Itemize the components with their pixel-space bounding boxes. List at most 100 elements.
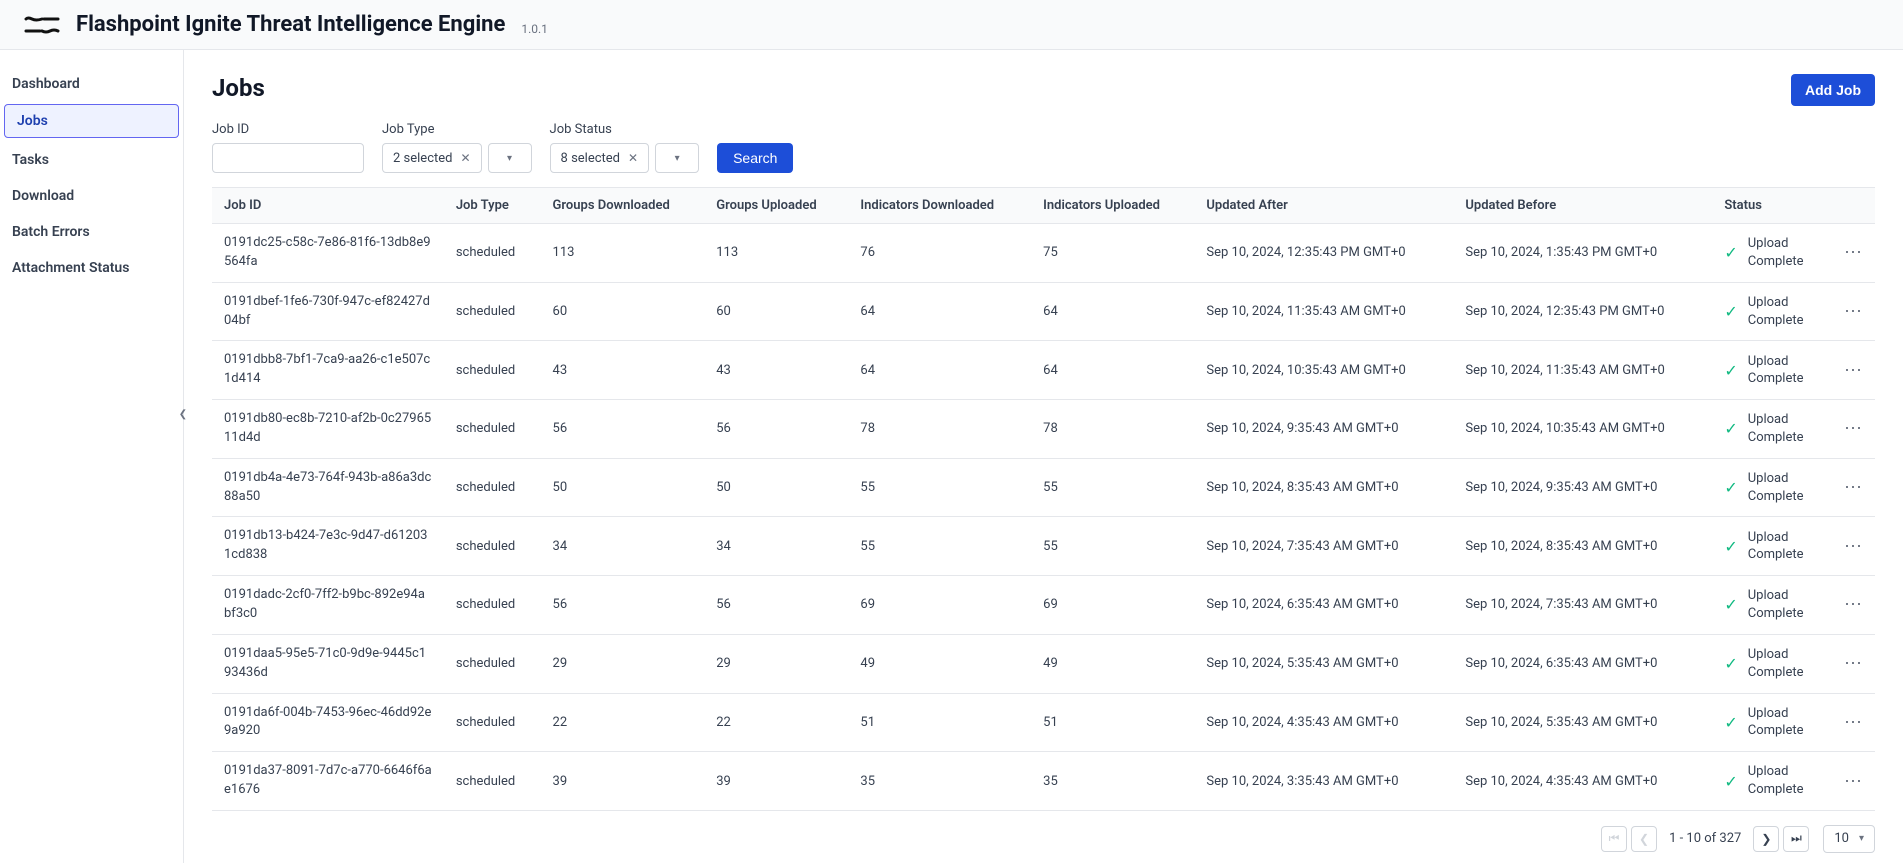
sidebar-item-tasks[interactable]: Tasks <box>0 144 183 176</box>
cell-indicators-uploaded: 69 <box>1031 576 1194 635</box>
table-row: 0191daa5-95e5-71c0-9d9e-9445c193436dsche… <box>212 634 1875 693</box>
cell-groups-uploaded: 56 <box>704 576 848 635</box>
sidebar-item-attachment-status[interactable]: Attachment Status <box>0 252 183 284</box>
app-version: 1.0.1 <box>521 22 548 36</box>
filter-jobstatus-chip[interactable]: 8 selected ✕ <box>550 143 650 173</box>
cell-jobid: 0191db80-ec8b-7210-af2b-0c2796511d4d <box>212 400 444 459</box>
cell-groups-downloaded: 56 <box>541 576 705 635</box>
clear-icon[interactable]: ✕ <box>628 151 638 165</box>
filter-jobstatus-dropdown[interactable]: ▾ <box>655 143 699 173</box>
cell-status: ✓UploadComplete <box>1712 341 1832 400</box>
filter-jobid-input[interactable] <box>212 143 364 173</box>
more-icon: ⋯ <box>1844 418 1863 439</box>
column-header[interactable]: Status <box>1712 188 1832 224</box>
page-first-button[interactable]: ⏮ <box>1601 826 1627 852</box>
column-header[interactable]: Groups Uploaded <box>704 188 848 224</box>
row-actions-button[interactable]: ⋯ <box>1832 282 1875 341</box>
cell-jobtype: scheduled <box>444 282 541 341</box>
column-header[interactable]: Indicators Downloaded <box>848 188 1031 224</box>
cell-jobtype: scheduled <box>444 752 541 811</box>
filter-jobtype-dropdown[interactable]: ▾ <box>488 143 532 173</box>
row-actions-button[interactable]: ⋯ <box>1832 634 1875 693</box>
check-icon: ✓ <box>1724 302 1737 321</box>
page-last-button[interactable]: ⏭ <box>1783 826 1809 852</box>
jobs-table: Job IDJob TypeGroups DownloadedGroups Up… <box>212 187 1875 811</box>
cell-indicators-downloaded: 35 <box>848 752 1031 811</box>
cell-jobtype: scheduled <box>444 341 541 400</box>
cell-indicators-uploaded: 64 <box>1031 341 1194 400</box>
page-next-button[interactable]: ❯ <box>1753 826 1779 852</box>
row-actions-button[interactable]: ⋯ <box>1832 517 1875 576</box>
row-actions-button[interactable]: ⋯ <box>1832 224 1875 283</box>
table-row: 0191db4a-4e73-764f-943b-a86a3dc88a50sche… <box>212 458 1875 517</box>
sidebar-item-dashboard[interactable]: Dashboard <box>0 68 183 100</box>
row-actions-button[interactable]: ⋯ <box>1832 458 1875 517</box>
cell-status: ✓UploadComplete <box>1712 576 1832 635</box>
table-row: 0191dbb8-7bf1-7ca9-aa26-c1e507c1d414sche… <box>212 341 1875 400</box>
cell-updated-before: Sep 10, 2024, 9:35:43 AM GMT+0 <box>1453 458 1712 517</box>
cell-indicators-downloaded: 78 <box>848 400 1031 459</box>
cell-groups-downloaded: 56 <box>541 400 705 459</box>
column-header[interactable]: Groups Downloaded <box>541 188 705 224</box>
page-prev-button[interactable]: ❮ <box>1631 826 1657 852</box>
cell-groups-uploaded: 39 <box>704 752 848 811</box>
filter-jobtype-chip[interactable]: 2 selected ✕ <box>382 143 482 173</box>
status-text: UploadComplete <box>1748 705 1804 740</box>
column-header[interactable]: Job Type <box>444 188 541 224</box>
search-button[interactable]: Search <box>717 143 793 173</box>
cell-updated-before: Sep 10, 2024, 11:35:43 AM GMT+0 <box>1453 341 1712 400</box>
more-icon: ⋯ <box>1844 360 1863 381</box>
add-job-button[interactable]: Add Job <box>1791 74 1875 106</box>
cell-updated-before: Sep 10, 2024, 6:35:43 AM GMT+0 <box>1453 634 1712 693</box>
row-actions-button[interactable]: ⋯ <box>1832 576 1875 635</box>
cell-status: ✓UploadComplete <box>1712 752 1832 811</box>
column-header[interactable]: Updated Before <box>1453 188 1712 224</box>
sidebar-item-batch-errors[interactable]: Batch Errors <box>0 216 183 248</box>
row-actions-button[interactable]: ⋯ <box>1832 752 1875 811</box>
cell-indicators-uploaded: 64 <box>1031 282 1194 341</box>
sidebar-collapse-handle[interactable]: ❮ <box>175 406 191 422</box>
check-icon: ✓ <box>1724 361 1737 380</box>
sidebar-item-download[interactable]: Download <box>0 180 183 212</box>
first-page-icon: ⏮ <box>1609 831 1620 846</box>
clear-icon[interactable]: ✕ <box>460 151 470 165</box>
cell-status: ✓UploadComplete <box>1712 517 1832 576</box>
column-header[interactable]: Indicators Uploaded <box>1031 188 1194 224</box>
filter-jobstatus-selected: 8 selected <box>561 151 620 166</box>
cell-jobtype: scheduled <box>444 517 541 576</box>
cell-groups-uploaded: 113 <box>704 224 848 283</box>
cell-status: ✓UploadComplete <box>1712 634 1832 693</box>
app-title: Flashpoint Ignite Threat Intelligence En… <box>76 12 505 37</box>
filter-jobtype-label: Job Type <box>382 122 532 137</box>
cell-jobtype: scheduled <box>444 693 541 752</box>
filter-jobstatus-label: Job Status <box>550 122 700 137</box>
filters-bar: Job ID Job Type 2 selected ✕ ▾ Job Statu… <box>212 122 1875 173</box>
cell-groups-uploaded: 22 <box>704 693 848 752</box>
cell-indicators-downloaded: 51 <box>848 693 1031 752</box>
page-size-select[interactable]: 10 ▾ <box>1823 825 1875 853</box>
cell-jobtype: scheduled <box>444 634 541 693</box>
cell-groups-downloaded: 43 <box>541 341 705 400</box>
row-actions-button[interactable]: ⋯ <box>1832 341 1875 400</box>
cell-jobid: 0191dc25-c58c-7e86-81f6-13db8e9564fa <box>212 224 444 283</box>
cell-groups-downloaded: 113 <box>541 224 705 283</box>
row-actions-button[interactable]: ⋯ <box>1832 693 1875 752</box>
sidebar-item-jobs[interactable]: Jobs <box>4 104 179 138</box>
column-header[interactable]: Job ID <box>212 188 444 224</box>
cell-status: ✓UploadComplete <box>1712 458 1832 517</box>
table-row: 0191db13-b424-7e3c-9d47-d612031cd838sche… <box>212 517 1875 576</box>
column-header[interactable]: Updated After <box>1194 188 1453 224</box>
check-icon: ✓ <box>1724 419 1737 438</box>
column-header-actions <box>1832 188 1875 224</box>
row-actions-button[interactable]: ⋯ <box>1832 400 1875 459</box>
more-icon: ⋯ <box>1844 771 1863 792</box>
check-icon: ✓ <box>1724 478 1737 497</box>
more-icon: ⋯ <box>1844 536 1863 557</box>
cell-updated-before: Sep 10, 2024, 7:35:43 AM GMT+0 <box>1453 576 1712 635</box>
table-row: 0191da6f-004b-7453-96ec-46dd92e9a920sche… <box>212 693 1875 752</box>
check-icon: ✓ <box>1724 713 1737 732</box>
check-icon: ✓ <box>1724 654 1737 673</box>
cell-updated-before: Sep 10, 2024, 4:35:43 AM GMT+0 <box>1453 752 1712 811</box>
pagination: ⏮ ❮ 1 - 10 of 327 ❯ ⏭ 10 ▾ <box>212 811 1875 853</box>
cell-indicators-uploaded: 55 <box>1031 458 1194 517</box>
